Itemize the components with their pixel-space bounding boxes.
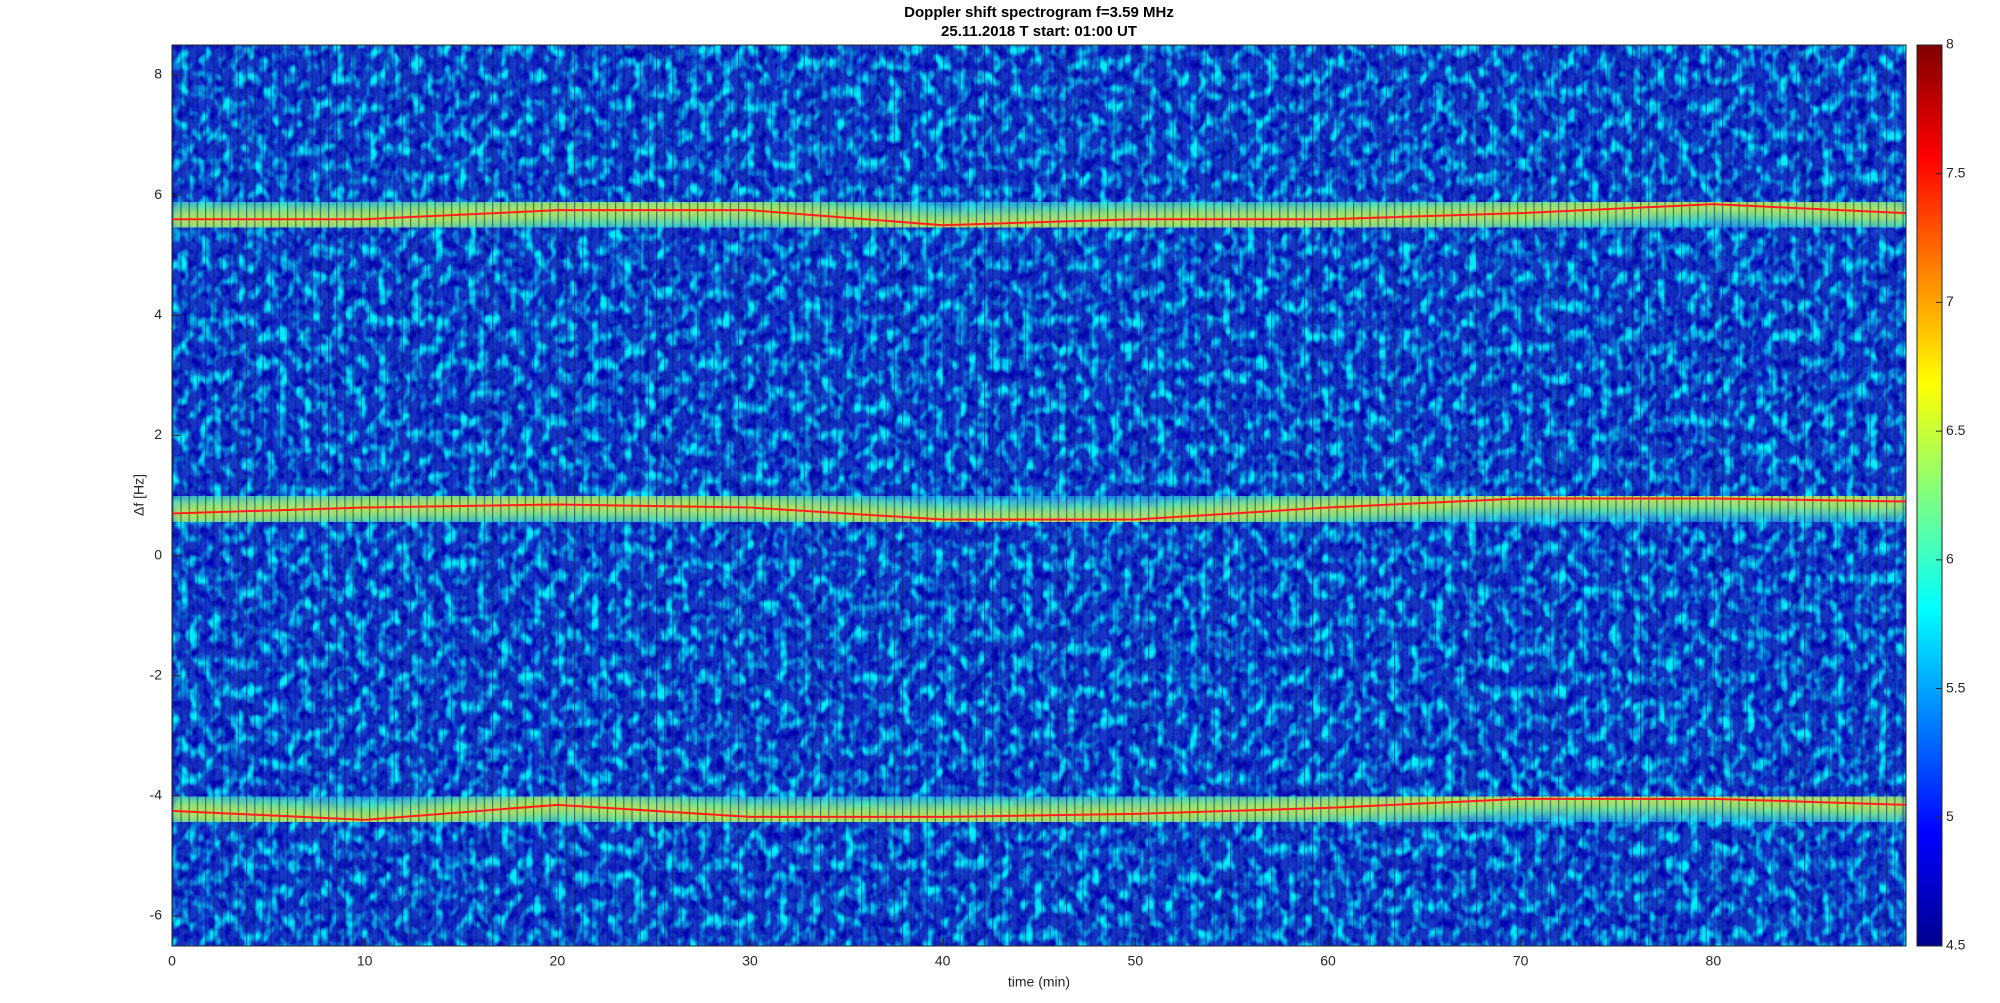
colorbar-tick-label: 6 bbox=[1946, 551, 1954, 567]
x-tick-label: 20 bbox=[550, 953, 566, 969]
colorbar-tick-label: 7.5 bbox=[1946, 164, 1966, 180]
y-tick-label: 8 bbox=[154, 66, 162, 82]
y-tick-label: 6 bbox=[154, 186, 162, 202]
x-tick-label: 50 bbox=[1128, 953, 1144, 969]
colorbar-tick-label: 7 bbox=[1946, 293, 1954, 309]
chart-title: Doppler shift spectrogram f=3.59 MHz bbox=[904, 4, 1174, 21]
axes-box bbox=[171, 44, 1907, 947]
x-tick-label: 10 bbox=[357, 953, 373, 969]
y-tick-label: 4 bbox=[154, 306, 162, 322]
y-tick-label: -4 bbox=[150, 787, 163, 803]
colorbar-tick-label: 4.5 bbox=[1946, 937, 1966, 953]
chart-subtitle: 25.11.2018 T start: 01:00 UT bbox=[941, 23, 1137, 40]
colorbar bbox=[1916, 44, 1943, 947]
x-tick-label: 0 bbox=[168, 953, 176, 969]
x-tick-label: 80 bbox=[1706, 953, 1722, 969]
colorbar-tick-label: 8 bbox=[1946, 36, 1954, 52]
x-tick-label: 60 bbox=[1320, 953, 1336, 969]
spectrogram-image bbox=[172, 45, 1906, 946]
y-tick-label: -6 bbox=[150, 907, 163, 923]
y-tick-label: 2 bbox=[154, 426, 162, 442]
x-tick-label: 70 bbox=[1513, 953, 1529, 969]
traces bbox=[172, 203, 1906, 821]
colorbar-tick-label: 5.5 bbox=[1946, 679, 1966, 695]
stripes bbox=[172, 45, 1906, 946]
y-tick-label: -2 bbox=[150, 666, 163, 682]
doppler-trace bbox=[172, 497, 1906, 521]
x-tick-label: 40 bbox=[935, 953, 951, 969]
colorbar-tick-label: 5 bbox=[1946, 808, 1954, 824]
colorbar-tick-label: 6.5 bbox=[1946, 422, 1966, 438]
doppler-trace bbox=[172, 797, 1906, 821]
doppler-trace bbox=[172, 203, 1906, 227]
y-axis-label: Δf [Hz] bbox=[131, 474, 147, 516]
x-tick-label: 30 bbox=[742, 953, 758, 969]
y-tick-label: 0 bbox=[154, 546, 162, 562]
x-axis-label: time (min) bbox=[1008, 974, 1070, 990]
